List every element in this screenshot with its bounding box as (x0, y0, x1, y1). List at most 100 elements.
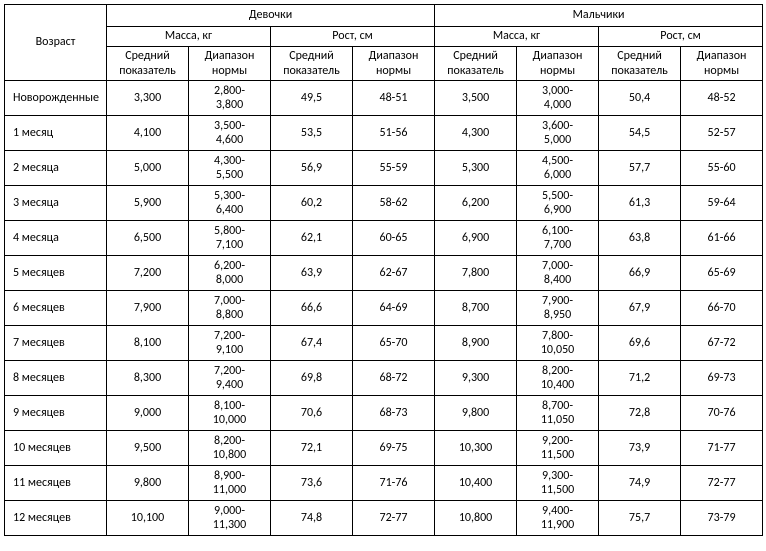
girls-mass-avg: 7,900 (107, 291, 189, 326)
boys-mass-range: 9,300-11,500 (517, 466, 599, 501)
header-girls-height: Рост, см (271, 27, 435, 47)
age-cell: 11 месяцев (5, 466, 107, 501)
table-row: 8 месяцев8,3007,200-9,40069,868-729,3008… (5, 361, 763, 396)
girls-mass-range: 3,500-4,600 (189, 116, 271, 151)
age-cell: 5 месяцев (5, 256, 107, 291)
boys-height-range: 65-69 (681, 256, 763, 291)
header-range: Диапазон нормы (353, 47, 435, 81)
boys-mass-avg: 9,800 (435, 396, 517, 431)
boys-mass-avg: 4,300 (435, 116, 517, 151)
girls-mass-avg: 6,500 (107, 221, 189, 256)
boys-mass-range: 7,800-10,050 (517, 326, 599, 361)
girls-mass-range: 6,200-8,000 (189, 256, 271, 291)
girls-mass-avg: 9,500 (107, 431, 189, 466)
header-girls: Девочки (107, 5, 435, 27)
girls-height-range: 68-73 (353, 396, 435, 431)
boys-mass-range: 4,500-6,000 (517, 151, 599, 186)
age-cell: 8 месяцев (5, 361, 107, 396)
girls-height-range: 64-69 (353, 291, 435, 326)
girls-mass-range: 7,200-9,400 (189, 361, 271, 396)
girls-height-avg: 56,9 (271, 151, 353, 186)
girls-height-avg: 60,2 (271, 186, 353, 221)
girls-mass-avg: 3,300 (107, 81, 189, 116)
table-row: 12 месяцев10,1009,000-11,30074,872-7710,… (5, 501, 763, 536)
age-cell: 4 месяца (5, 221, 107, 256)
table-row: 7 месяцев8,1007,200-9,10067,465-708,9007… (5, 326, 763, 361)
boys-height-avg: 73,9 (599, 431, 681, 466)
boys-height-avg: 50,4 (599, 81, 681, 116)
girls-mass-avg: 10,100 (107, 501, 189, 536)
girls-mass-range: 7,000-8,800 (189, 291, 271, 326)
header-boys: Мальчики (435, 5, 763, 27)
girls-height-avg: 72,1 (271, 431, 353, 466)
header-range: Диапазон нормы (189, 47, 271, 81)
girls-mass-avg: 5,000 (107, 151, 189, 186)
table-body: Новорожденные3,3002,800-3,80049,548-513,… (5, 81, 763, 536)
girls-height-range: 72-77 (353, 501, 435, 536)
girls-height-range: 69-75 (353, 431, 435, 466)
boys-mass-range: 7,900-8,950 (517, 291, 599, 326)
table-row: 11 месяцев9,8008,900-11,00073,671-7610,4… (5, 466, 763, 501)
header-range: Диапазон нормы (517, 47, 599, 81)
age-cell: 3 месяца (5, 186, 107, 221)
girls-height-avg: 62,1 (271, 221, 353, 256)
boys-mass-range: 3,000-4,000 (517, 81, 599, 116)
table-row: 10 месяцев9,5008,200-10,80072,169-7510,3… (5, 431, 763, 466)
boys-height-range: 52-57 (681, 116, 763, 151)
table-row: Новорожденные3,3002,800-3,80049,548-513,… (5, 81, 763, 116)
girls-height-avg: 73,6 (271, 466, 353, 501)
boys-height-range: 69-73 (681, 361, 763, 396)
boys-mass-avg: 9,300 (435, 361, 517, 396)
boys-mass-avg: 5,300 (435, 151, 517, 186)
girls-mass-range: 9,000-11,300 (189, 501, 271, 536)
girls-mass-avg: 9,000 (107, 396, 189, 431)
age-cell: 7 месяцев (5, 326, 107, 361)
girls-mass-range: 8,200-10,800 (189, 431, 271, 466)
header-boys-height: Рост, см (599, 27, 763, 47)
girls-height-range: 58-62 (353, 186, 435, 221)
boys-height-range: 66-70 (681, 291, 763, 326)
girls-mass-range: 7,200-9,100 (189, 326, 271, 361)
boys-height-range: 67-72 (681, 326, 763, 361)
header-avg: Средний показатель (599, 47, 681, 81)
boys-height-range: 48-52 (681, 81, 763, 116)
boys-height-range: 59-64 (681, 186, 763, 221)
boys-mass-avg: 10,400 (435, 466, 517, 501)
boys-mass-range: 6,100-7,700 (517, 221, 599, 256)
boys-height-avg: 63,8 (599, 221, 681, 256)
girls-mass-avg: 8,300 (107, 361, 189, 396)
boys-mass-avg: 6,200 (435, 186, 517, 221)
boys-mass-avg: 8,700 (435, 291, 517, 326)
girls-height-avg: 53,5 (271, 116, 353, 151)
boys-height-range: 70-76 (681, 396, 763, 431)
boys-height-avg: 75,7 (599, 501, 681, 536)
boys-height-avg: 69,6 (599, 326, 681, 361)
girls-height-avg: 66,6 (271, 291, 353, 326)
girls-height-avg: 70,6 (271, 396, 353, 431)
table-row: 4 месяца6,5005,800-7,10062,160-656,9006,… (5, 221, 763, 256)
girls-height-avg: 69,8 (271, 361, 353, 396)
header-boys-mass: Масса, кг (435, 27, 599, 47)
table-row: 5 месяцев7,2006,200-8,00063,962-677,8007… (5, 256, 763, 291)
boys-height-range: 72-77 (681, 466, 763, 501)
header-girls-mass: Масса, кг (107, 27, 271, 47)
boys-height-range: 61-66 (681, 221, 763, 256)
boys-height-avg: 57,7 (599, 151, 681, 186)
girls-height-range: 48-51 (353, 81, 435, 116)
girls-height-avg: 49,5 (271, 81, 353, 116)
girls-mass-range: 8,900-11,000 (189, 466, 271, 501)
girls-height-avg: 67,4 (271, 326, 353, 361)
boys-mass-avg: 7,800 (435, 256, 517, 291)
boys-mass-avg: 10,800 (435, 501, 517, 536)
girls-height-range: 71-76 (353, 466, 435, 501)
boys-mass-range: 7,000-8,400 (517, 256, 599, 291)
table-head: Возраст Девочки Мальчики Масса, кг Рост,… (5, 5, 763, 81)
boys-mass-range: 3,600-5,000 (517, 116, 599, 151)
girls-mass-avg: 5,900 (107, 186, 189, 221)
age-cell: 1 месяц (5, 116, 107, 151)
boys-height-range: 55-60 (681, 151, 763, 186)
girls-height-avg: 74,8 (271, 501, 353, 536)
boys-height-avg: 71,2 (599, 361, 681, 396)
boys-height-avg: 66,9 (599, 256, 681, 291)
boys-mass-avg: 6,900 (435, 221, 517, 256)
